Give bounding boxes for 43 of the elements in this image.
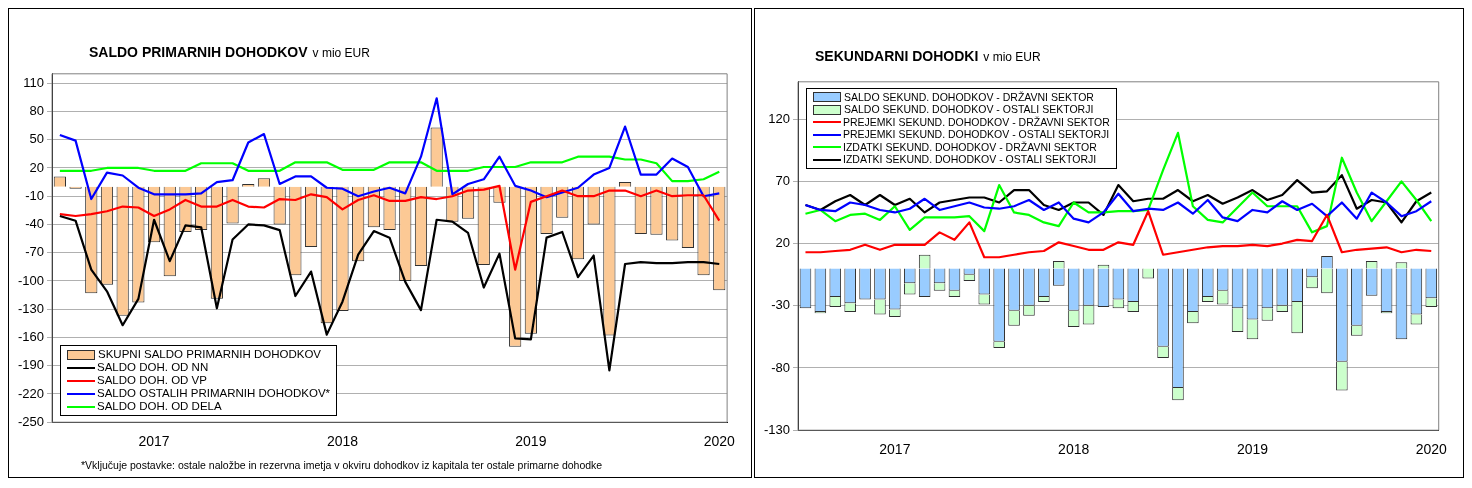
x-tick-label: 2020: [703, 433, 736, 450]
legend-label: SALDO DOH. OD VP: [97, 374, 207, 388]
y-tick-label: -130: [763, 421, 791, 437]
legend-label: SALDO SEKUND. DOHODKOV - DRŽAVNI SEKTOR: [844, 90, 1094, 104]
y-tick-label: -10: [25, 187, 45, 203]
legend-label: SALDO DOH. OD NN: [97, 361, 209, 375]
legend-label: SALDO OSTALIH PRIMARNIH DOHODKOV*: [97, 387, 331, 401]
y-tick-label: 20: [29, 159, 45, 175]
chart-title: SEKUNDARNI DOHODKI: [815, 48, 979, 64]
legend-label: IZDATKI SEKUND. DOHODKOV - DRŽAVNI SEKTOR: [843, 140, 1097, 154]
chart-subtitle: v mio EUR: [312, 46, 370, 60]
y-tick-label: 50: [29, 131, 45, 147]
y-tick-label: -190: [17, 357, 45, 373]
y-tick-label: -160: [17, 329, 45, 345]
text: *Vključuje postavke: ostale naložbe in rezervna imetja v okviru dohodkov iz kapitala ter ostale primarne dohodke: [81, 459, 603, 471]
y-tick-label: 120: [768, 110, 791, 126]
legend-label: PREJEMKI SEKUND. DOHODKOV - DRŽAVNI SEKTOR: [843, 115, 1110, 129]
legend-label: PREJEMKI SEKUND. DOHODKOV - OSTALI SEKTORJI: [843, 128, 1110, 141]
x-tick-label: 2017: [138, 433, 170, 450]
y-tick-label: 80: [29, 103, 45, 119]
x-tick-label: 2019: [515, 433, 547, 450]
y-tick-label: -30: [771, 297, 791, 313]
x-tick-label: 2018: [1058, 441, 1090, 458]
y-tick-label: 70: [775, 172, 791, 188]
y-tick-label: 20: [775, 235, 791, 251]
chart-subtitle: v mio EUR: [983, 50, 1041, 64]
legend-label: SALDO SEKUND. DOHODKOV - OSTALI SEKTORJI: [844, 103, 1094, 116]
y-tick-label: -80: [771, 359, 791, 375]
x-tick-label: 2019: [1236, 441, 1269, 458]
y-tick-label: -130: [17, 300, 45, 316]
x-tick-label: 2018: [326, 433, 359, 450]
x-tick-label: 2017: [879, 441, 911, 458]
y-tick-label: -100: [17, 272, 45, 288]
x-tick-label: 2020: [1415, 441, 1448, 458]
y-tick-label: 110: [23, 74, 45, 90]
legend-label: SALDO DOH. OD DELA: [97, 400, 222, 414]
y-tick-label: -40: [25, 216, 45, 232]
y-tick-label: -220: [17, 385, 45, 401]
chart-title: SALDO PRIMARNIH DOHODKOV: [89, 44, 308, 60]
y-tick-label: -250: [17, 413, 45, 429]
legend-label: IZDATKI SEKUND. DOHODKOV - OSTALI SEKTORJI: [843, 153, 1097, 166]
y-tick-label: -70: [25, 244, 45, 260]
legend-label: SKUPNI SALDO PRIMARNIH DOHODKOV: [98, 348, 322, 362]
